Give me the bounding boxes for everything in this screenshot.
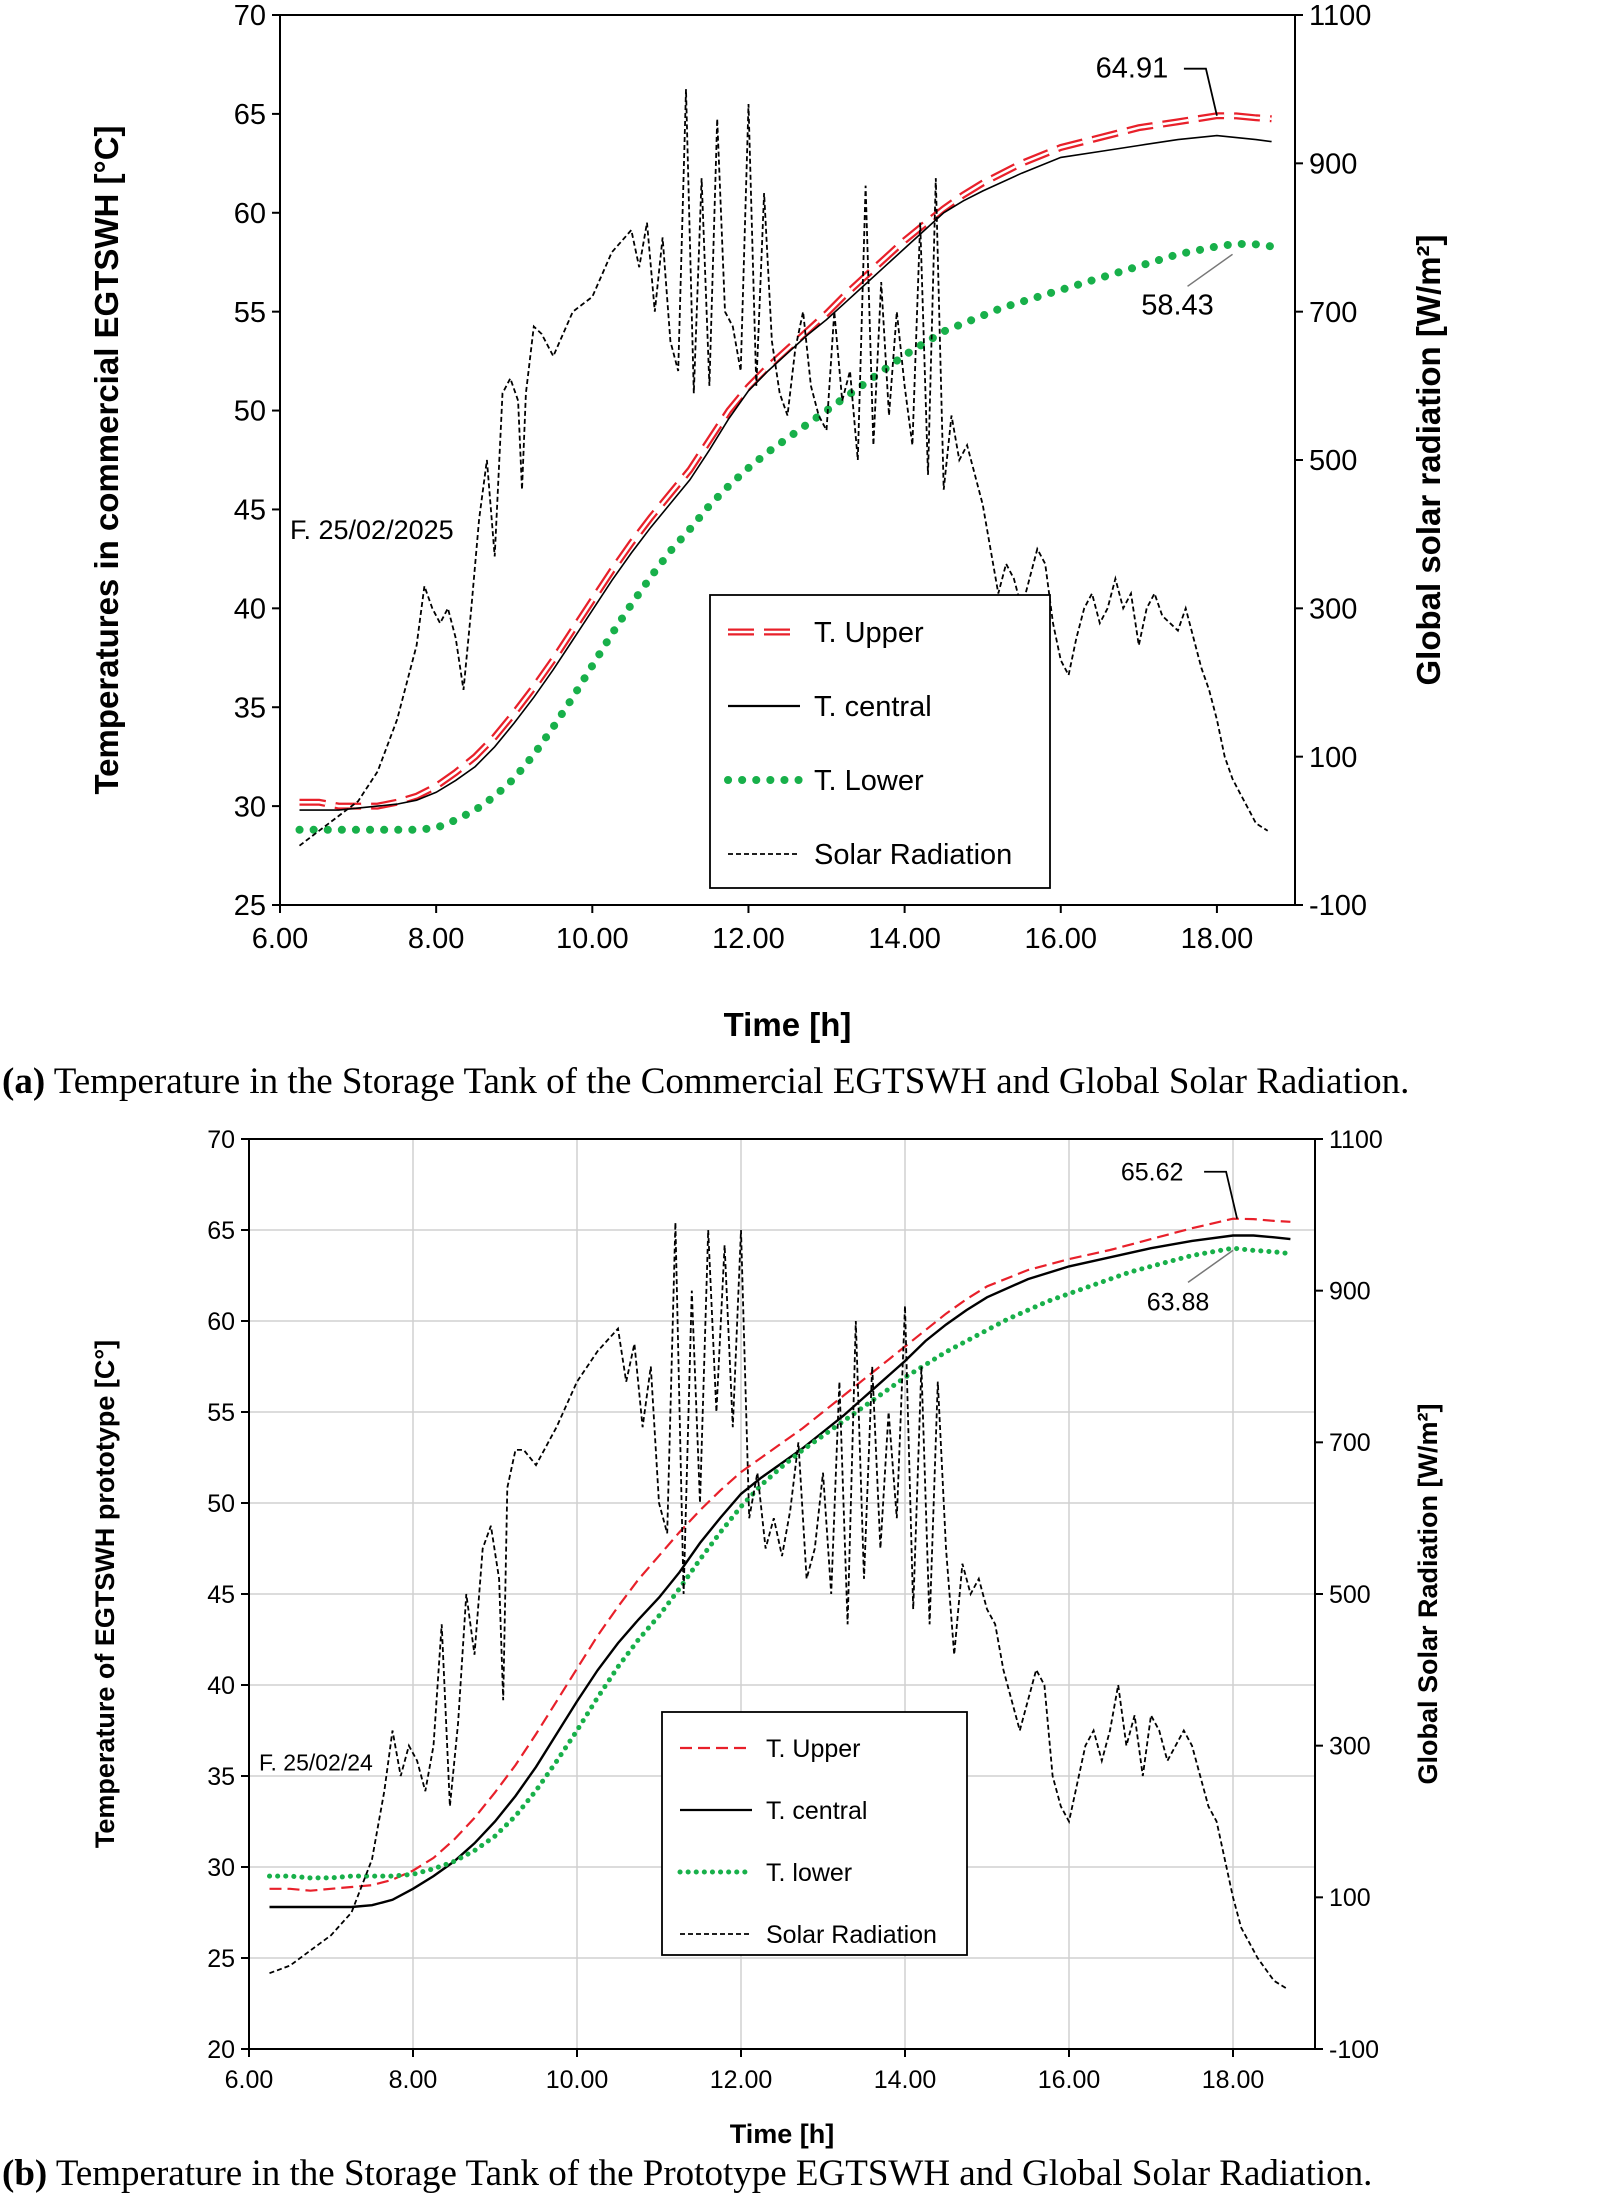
caption-b-label: (b) [2, 2153, 48, 2194]
y2-tick-label: 900 [1329, 1277, 1371, 1305]
y2-tick-label: 500 [1309, 445, 1357, 477]
series-t-lower-line [267, 1245, 1293, 1881]
y-tick-label: 50 [234, 396, 266, 428]
series-solar-radiation-line [269, 1222, 1287, 1990]
y-tick-label: 25 [207, 1945, 235, 1973]
chart-a: 6.00 8.00 10.00 12.00 14.00 16.00 18.00 25 30 35 4… [88, 0, 1447, 1043]
series-t-central-line [299, 134, 1272, 811]
y-tick-label: 60 [234, 198, 266, 230]
y-tick-label: 35 [207, 1763, 235, 1791]
annotation-upper-leader [1204, 1170, 1238, 1219]
y2-tick-label: 1100 [1309, 0, 1371, 32]
date-annotation: F. 25/02/2025 [290, 515, 454, 545]
y-tick-label: 55 [207, 1399, 235, 1427]
x-tick-label: 12.00 [710, 2066, 773, 2094]
y2-tick-label: 700 [1309, 297, 1357, 329]
x-tick-label: 6.00 [225, 2066, 274, 2094]
caption-b-text: Temperature in the Storage Tank of the P… [47, 2153, 1373, 2194]
series-t-central-line [269, 1234, 1291, 1909]
y-tick-label: 25 [234, 890, 266, 922]
x-tick-label: 6.00 [252, 923, 308, 955]
annotation-lower-value: 63.88 [1147, 1288, 1210, 1316]
y2-tick-label: -100 [1329, 2036, 1379, 2064]
y2-axis-label: Global Solar Radiation [W/m²] [1413, 1403, 1443, 1784]
x-tick-label: 12.00 [712, 923, 785, 955]
legend-t-lower-label: T. Lower [814, 765, 924, 797]
y-tick-label: 70 [207, 1126, 235, 1154]
caption-b: (b) Temperature in the Storage Tank of t… [2, 2152, 1372, 2195]
series-solar-radiation-line [298, 89, 1269, 847]
x-tick-label: 10.00 [546, 2066, 609, 2094]
x-tick-label: 16.00 [1024, 923, 1097, 955]
series-t-upper-line-inner [299, 114, 1272, 808]
legend-t-central-label: T. central [766, 1797, 867, 1825]
y2-tick-label: 300 [1329, 1732, 1371, 1760]
legend: T. Upper T. central T. lower Solar Radiatio… [661, 1711, 968, 1956]
caption-a-label: (a) [2, 1061, 46, 1102]
legend-box [661, 1711, 968, 1956]
y-tick-label: 30 [234, 791, 266, 823]
x-tick-label: 18.00 [1181, 923, 1254, 955]
y-tick-label: 65 [234, 99, 266, 131]
annotation-upper-value: 65.62 [1121, 1159, 1184, 1187]
y-tick-label: 30 [207, 1854, 235, 1882]
y2-axis-label: Global solar radiation [W/m²] [1410, 234, 1447, 685]
y2-tick-label: 1100 [1329, 1126, 1383, 1154]
y-tick-label: 55 [234, 297, 266, 329]
x-axis-label: Time [h] [724, 1006, 852, 1043]
x-axis-label: Time [h] [730, 2119, 835, 2149]
annotation-upper-leader [1183, 67, 1218, 116]
y2-tick-label: 300 [1309, 593, 1357, 625]
annotation-lower-leader [1187, 1249, 1234, 1283]
y-axis-label: Temperature of EGTSWH prototype [C°] [90, 1340, 120, 1848]
annotation-lower-leader [1187, 253, 1233, 287]
y-tick-label: 60 [207, 1308, 235, 1336]
legend-t-upper-label: T. Upper [814, 617, 924, 649]
legend: T. Upper T. central T. Lower Solar Radiatio… [709, 594, 1051, 889]
y-tick-label: 40 [207, 1672, 235, 1700]
y-tick-label: 70 [234, 0, 266, 32]
legend-t-upper-label: T. Upper [766, 1735, 860, 1763]
caption-a: (a) Temperature in the Storage Tank of t… [2, 1060, 1409, 1103]
y2-tick-label: 900 [1309, 148, 1357, 180]
date-annotation: F. 25/02/24 [259, 1750, 373, 1776]
y2-tick-label: 100 [1329, 1884, 1371, 1912]
x-tick-label: 8.00 [389, 2066, 438, 2094]
legend-t-central-label: T. central [814, 691, 932, 723]
y2-tick-label: 500 [1329, 1581, 1371, 1609]
legend-t-lower-label: T. lower [766, 1859, 852, 1887]
x-tick-label: 14.00 [874, 2066, 937, 2094]
caption-a-text: Temperature in the Storage Tank of the C… [45, 1061, 1410, 1102]
y-tick-label: 40 [234, 593, 266, 625]
y-tick-label: 45 [234, 495, 266, 527]
y-tick-label: 35 [234, 692, 266, 724]
x-tick-label: 10.00 [556, 923, 629, 955]
y-tick-label: 20 [207, 2036, 235, 2064]
annotation-upper-value: 64.91 [1096, 53, 1169, 85]
y2-tick-label: 700 [1329, 1429, 1371, 1457]
legend-box [709, 594, 1051, 889]
y-tick-label: 65 [207, 1217, 235, 1245]
y-tick-label: 50 [207, 1490, 235, 1518]
y2-tick-label: 100 [1309, 742, 1357, 774]
annotation-lower-value: 58.43 [1141, 289, 1214, 321]
x-tick-label: 14.00 [868, 923, 941, 955]
y-axis-label: Temperatures in commercial EGTSWH [°C] [88, 125, 125, 794]
x-tick-label: 18.00 [1202, 2066, 1265, 2094]
figure-panel-a: 6.00 8.00 10.00 12.00 14.00 16.00 18.00 25 30 35 4… [2, 0, 1447, 1103]
y-tick-label: 45 [207, 1581, 235, 1609]
x-tick-label: 16.00 [1038, 2066, 1101, 2094]
x-tick-label: 8.00 [408, 923, 464, 955]
legend-solar-radiation-label: Solar Radiation [814, 839, 1012, 871]
series-t-upper-line [269, 1217, 1291, 1892]
chart-b: 6.00 8.00 10.00 12.00 14.00 16.00 18.00 20 25 30 3… [90, 1126, 1443, 2149]
legend-solar-radiation-label: Solar Radiation [766, 1921, 937, 1949]
y2-tick-label: -100 [1309, 890, 1367, 922]
figure-panel-b: 6.00 8.00 10.00 12.00 14.00 16.00 18.00 20 25 30 3… [0, 1121, 1599, 2211]
